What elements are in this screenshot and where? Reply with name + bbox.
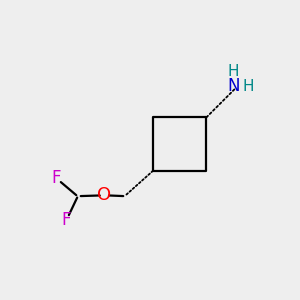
Text: H: H xyxy=(227,64,239,79)
Text: F: F xyxy=(61,212,70,230)
Text: O: O xyxy=(98,187,112,205)
Text: N: N xyxy=(228,77,240,95)
Text: H: H xyxy=(243,80,254,94)
Text: F: F xyxy=(52,169,61,187)
